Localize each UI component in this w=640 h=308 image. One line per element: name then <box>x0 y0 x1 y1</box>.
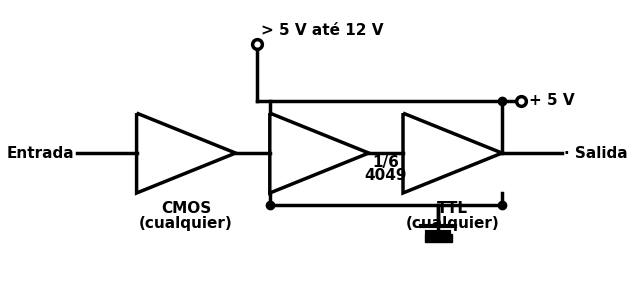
Bar <box>425 234 452 241</box>
Text: (cualquier): (cualquier) <box>406 216 499 231</box>
Text: 4049: 4049 <box>365 168 407 183</box>
Text: (cualquier): (cualquier) <box>139 216 233 231</box>
Text: + 5 V: + 5 V <box>529 93 574 108</box>
Text: TTL: TTL <box>437 201 468 216</box>
Text: CMOS: CMOS <box>161 201 211 216</box>
Text: · Salida: · Salida <box>564 146 627 160</box>
Text: > 5 V até 12 V: > 5 V até 12 V <box>261 23 384 38</box>
Text: 1/6: 1/6 <box>372 155 399 170</box>
Text: Entrada: Entrada <box>7 146 75 160</box>
